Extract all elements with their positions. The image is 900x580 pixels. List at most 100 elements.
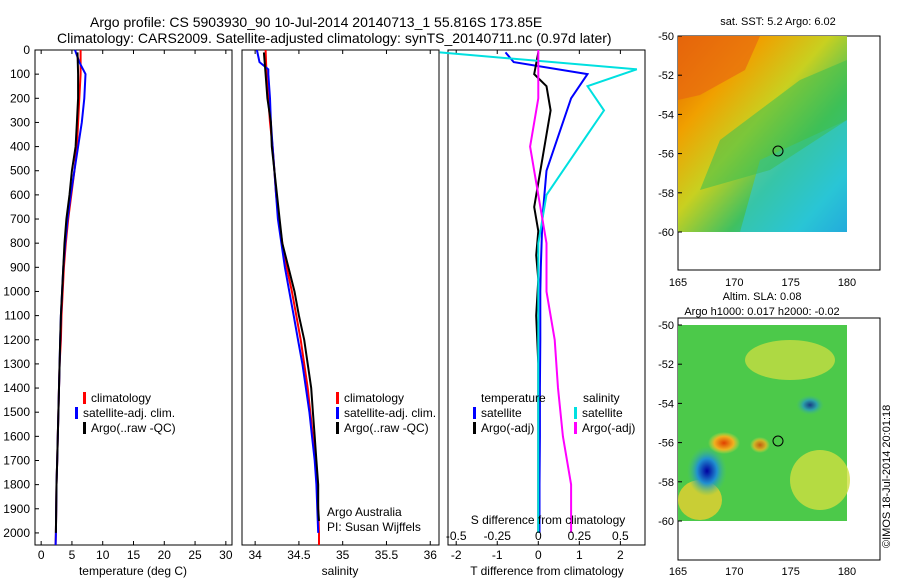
sla-map-title-line2: Argo h1000: 0.017 h2000: -0.02 — [684, 306, 839, 318]
legend-swatch-satellite — [336, 407, 339, 419]
difference-axes — [447, 49, 646, 546]
legend-swatch-s-satellite — [574, 407, 577, 419]
salinity-panel: 34 34.5 35 35.5 36 salinity climatology sate… — [241, 49, 440, 578]
s-tick-label: 0.25 — [568, 529, 592, 543]
argo-location-marker — [772, 435, 784, 447]
depth-tick-label: 1400 — [3, 381, 30, 395]
s-difference-xlabel: S difference from climatology — [471, 513, 626, 527]
map-lon-label: 175 — [781, 277, 799, 289]
map-lat-label: -54 — [658, 398, 674, 410]
depth-tick-label: 1800 — [3, 478, 30, 492]
x-tick-label: 0 — [38, 548, 45, 562]
legend-label-t-argo: Argo(-adj) — [481, 421, 534, 435]
sla-low-eddy — [687, 446, 727, 496]
depth-tick-label: 600 — [10, 188, 30, 202]
depth-tick-label: 1900 — [3, 502, 30, 516]
depth-tick-label: 0 — [23, 43, 30, 57]
map-lon-label: 180 — [838, 277, 856, 289]
argo-location-marker — [772, 145, 784, 157]
x-tick-label: 30 — [219, 548, 233, 562]
legend-header-temperature: temperature — [481, 391, 546, 405]
legend-label-satellite: satellite-adj. clim. — [344, 406, 436, 420]
sst-map-axes: 165 170 175 180 -50 -52 -54 -56 -58 -60 — [658, 31, 856, 289]
depth-tick-label: 400 — [10, 140, 30, 154]
map-lat-label: -60 — [658, 227, 674, 239]
x-tick-label: 5 — [69, 548, 76, 562]
legend-header-salinity: salinity — [583, 391, 620, 405]
legend-swatch-argo — [83, 422, 86, 434]
depth-tick-label: 1300 — [3, 357, 30, 371]
series-line-satellite — [439, 51, 638, 533]
map-lon-label: 165 — [669, 566, 687, 578]
depth-tick-label: 200 — [10, 91, 30, 105]
sst-cool-patch — [740, 120, 847, 232]
depth-tick-label: 900 — [10, 260, 30, 274]
depth-tick-label: 500 — [10, 164, 30, 178]
sst-warm-patch — [678, 36, 760, 100]
sla-map-title-line1: Altim. SLA: 0.08 — [723, 291, 802, 303]
depth-tick-label: 1100 — [4, 309, 30, 323]
map-lat-label: -52 — [658, 70, 674, 82]
series-line-satellite-adj-clim — [255, 49, 320, 533]
salinity-profiles — [255, 49, 320, 545]
depth-axis: 0 100 200 300 400 500 600 700 800 900 1000 1100 1200… — [3, 43, 39, 540]
map-lat-label: -58 — [658, 477, 674, 489]
sst-green-band — [700, 60, 847, 190]
legend-swatch-argo — [336, 422, 339, 434]
x-tick-label: 34 — [248, 548, 262, 562]
map-lon-label: 165 — [669, 277, 687, 289]
sla-high-eddy — [750, 437, 770, 453]
legend-swatch-satellite — [75, 407, 78, 419]
sla-high-eddy — [708, 432, 740, 454]
s-tick-label: 0.5 — [612, 529, 629, 543]
x-tick-label: 2 — [617, 548, 624, 562]
map-lat-label: -52 — [658, 359, 674, 371]
depth-tick-label: 1500 — [3, 405, 30, 419]
sla-yellow-patch — [790, 450, 850, 510]
depth-tick-label: 300 — [10, 115, 30, 129]
temperature-panel: 0100200300400500600700800900100011001200… — [3, 43, 233, 578]
x-tick-label: -1 — [492, 548, 503, 562]
legend-label-t-satellite: satellite — [481, 406, 522, 420]
s-tick-label: -0.5 — [446, 529, 467, 543]
difference-legend: temperature salinity satellite Argo(-adj… — [473, 391, 635, 435]
legend-swatch-s-argo — [574, 422, 577, 434]
legend-swatch-climatology — [336, 392, 339, 404]
depth-tick-label: 1200 — [3, 333, 30, 347]
s-tick-label: 0 — [535, 529, 542, 543]
map-lat-label: -50 — [658, 320, 674, 332]
legend-label-climatology: climatology — [91, 391, 151, 405]
legend-label-s-argo: Argo(-adj) — [582, 421, 635, 435]
map-lat-label: -56 — [658, 438, 674, 450]
t-difference-xlabel: T difference from climatology — [470, 564, 624, 578]
sla-map: Altim. SLA: 0.08 Argo h1000: 0.017 h2000… — [658, 291, 881, 578]
s-tick-label: -0.25 — [484, 529, 512, 543]
map-lon-label: 180 — [838, 566, 856, 578]
legend-label-s-satellite: satellite — [582, 406, 623, 420]
legend-swatch-climatology — [83, 392, 86, 404]
t-difference-axis: -2 -1 0 1 2 — [451, 50, 624, 562]
map-lat-label: -50 — [658, 31, 674, 43]
depth-tick-label: 1000 — [3, 284, 30, 298]
legend-label-argo: Argo(..raw -QC) — [91, 421, 176, 435]
legend-label-argo: Argo(..raw -QC) — [344, 421, 429, 435]
map-lat-label: -60 — [658, 516, 674, 528]
sla-yellow-patch — [745, 340, 835, 380]
x-tick-label: 1 — [576, 548, 583, 562]
x-tick-label: 20 — [158, 548, 172, 562]
x-tick-label: -2 — [451, 548, 462, 562]
x-tick-label: 35 — [336, 548, 350, 562]
map-lat-label: -54 — [658, 109, 674, 121]
legend-swatch-t-satellite — [473, 407, 476, 419]
sla-map-axes: 165 170 175 180 -50 -52 -54 -56 -58 -60 — [658, 320, 856, 578]
temperature-profiles — [54, 49, 87, 546]
series-line-argo-raw-qc — [262, 52, 320, 521]
figure-title-line1: Argo profile: CS 5903930_90 10-Jul-2014 … — [90, 14, 542, 30]
legend-label-satellite: satellite-adj. clim. — [83, 406, 175, 420]
figure-title-line2: Climatology: CARS2009. Satellite-adjuste… — [57, 30, 612, 46]
x-tick-label: 15 — [127, 548, 141, 562]
series-line-argo-raw-qc — [54, 52, 80, 533]
x-tick-label: 10 — [96, 548, 110, 562]
x-tick-label: 25 — [188, 548, 202, 562]
